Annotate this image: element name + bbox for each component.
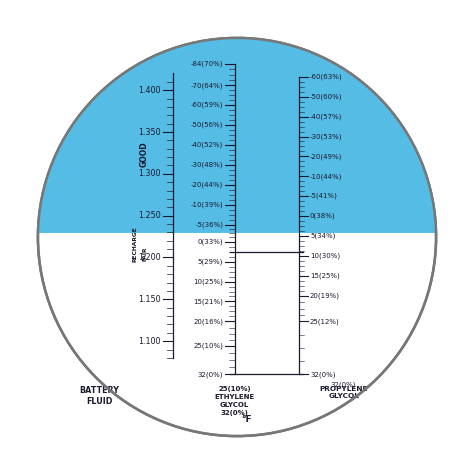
Text: FAIR: FAIR bbox=[142, 246, 147, 261]
Text: 5(29%): 5(29%) bbox=[198, 258, 223, 265]
Polygon shape bbox=[38, 38, 436, 232]
Text: -40(57%): -40(57%) bbox=[310, 113, 342, 120]
Text: 0(33%): 0(33%) bbox=[198, 238, 223, 245]
Text: 20(16%): 20(16%) bbox=[193, 318, 223, 325]
Text: -30(53%): -30(53%) bbox=[310, 133, 343, 140]
Text: -5(36%): -5(36%) bbox=[195, 221, 223, 228]
Circle shape bbox=[38, 38, 436, 436]
Text: -10(39%): -10(39%) bbox=[191, 201, 223, 208]
Text: 1.100: 1.100 bbox=[138, 337, 161, 346]
Text: 25(10%)
ETHYLENE
GLYCOL
32(0%): 25(10%) ETHYLENE GLYCOL 32(0%) bbox=[215, 386, 255, 416]
Text: BATTERY
FLUID: BATTERY FLUID bbox=[80, 386, 119, 406]
Text: 25(10%): 25(10%) bbox=[193, 343, 223, 349]
Text: 1.300: 1.300 bbox=[138, 169, 161, 178]
Text: 15(25%): 15(25%) bbox=[310, 273, 340, 279]
Text: -10(44%): -10(44%) bbox=[310, 173, 342, 180]
Text: 25(12%): 25(12%) bbox=[310, 318, 340, 325]
Text: 0(38%): 0(38%) bbox=[310, 213, 336, 219]
Text: 1.400: 1.400 bbox=[138, 86, 161, 95]
Text: -20(49%): -20(49%) bbox=[310, 153, 342, 160]
Text: -40(52%): -40(52%) bbox=[191, 142, 223, 148]
Text: -50(56%): -50(56%) bbox=[191, 122, 223, 128]
Text: -50(60%): -50(60%) bbox=[310, 93, 343, 100]
Text: 32(0%): 32(0%) bbox=[331, 382, 356, 388]
Text: 32(0%): 32(0%) bbox=[310, 371, 336, 378]
Text: -30(48%): -30(48%) bbox=[191, 162, 223, 168]
Text: 32(0%): 32(0%) bbox=[198, 371, 223, 378]
Text: PROPYLENE
GLYCOL: PROPYLENE GLYCOL bbox=[319, 386, 368, 399]
Text: -20(44%): -20(44%) bbox=[191, 182, 223, 188]
Text: 1.200: 1.200 bbox=[138, 253, 161, 262]
Text: 1.350: 1.350 bbox=[138, 128, 161, 137]
Text: -60(63%): -60(63%) bbox=[310, 73, 343, 80]
Text: 1.150: 1.150 bbox=[138, 295, 161, 304]
Text: 20(19%): 20(19%) bbox=[310, 292, 340, 299]
Text: -5(41%): -5(41%) bbox=[310, 193, 338, 200]
Text: 1.250: 1.250 bbox=[138, 211, 161, 220]
Text: °F: °F bbox=[241, 415, 252, 424]
Text: 10(25%): 10(25%) bbox=[193, 278, 223, 285]
Text: GOOD: GOOD bbox=[140, 141, 149, 167]
Text: 10(30%): 10(30%) bbox=[310, 253, 340, 259]
Text: -60(59%): -60(59%) bbox=[191, 102, 223, 109]
Text: 5(34%): 5(34%) bbox=[310, 233, 336, 239]
Text: -70(64%): -70(64%) bbox=[191, 82, 223, 89]
Text: RECHARGE: RECHARGE bbox=[133, 226, 137, 262]
Text: 15(21%): 15(21%) bbox=[193, 298, 223, 305]
Text: -84(70%): -84(70%) bbox=[191, 61, 223, 67]
